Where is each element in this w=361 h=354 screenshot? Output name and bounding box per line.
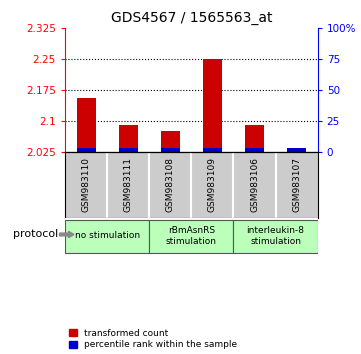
Bar [287, 148, 306, 152]
Text: interleukin-8
stimulation: interleukin-8 stimulation [247, 225, 305, 246]
Text: GSM983111: GSM983111 [124, 157, 132, 212]
Bar [287, 148, 306, 152]
Text: no stimulation: no stimulation [74, 231, 140, 240]
Bar [245, 148, 264, 152]
Bar [161, 131, 180, 152]
Text: GSM983106: GSM983106 [250, 157, 259, 212]
Title: GDS4567 / 1565563_at: GDS4567 / 1565563_at [110, 11, 272, 24]
Legend: transformed count, percentile rank within the sample: transformed count, percentile rank withi… [70, 329, 237, 349]
Bar [245, 125, 264, 152]
Bar [65, 220, 149, 253]
Bar [234, 220, 318, 253]
Text: GSM983108: GSM983108 [166, 157, 175, 212]
Text: rBmAsnRS
stimulation: rBmAsnRS stimulation [166, 225, 217, 246]
Bar [119, 148, 138, 152]
Bar [77, 148, 96, 152]
Bar [203, 59, 222, 152]
Text: protocol: protocol [13, 229, 58, 240]
Bar [161, 148, 180, 152]
Bar [149, 220, 234, 253]
Text: GSM983107: GSM983107 [292, 157, 301, 212]
Bar [119, 125, 138, 152]
Bar [203, 148, 222, 152]
Text: GSM983110: GSM983110 [82, 157, 91, 212]
Bar [77, 98, 96, 152]
Text: GSM983109: GSM983109 [208, 157, 217, 212]
